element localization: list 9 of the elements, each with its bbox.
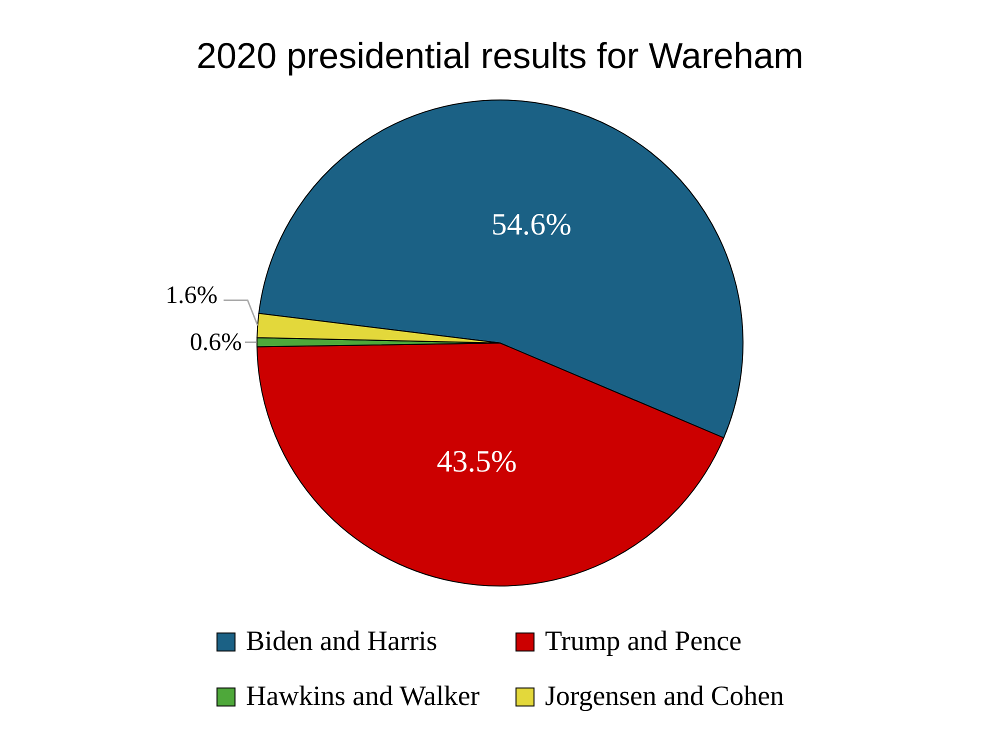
data-label: 0.6%	[190, 329, 242, 356]
legend-label: Biden and Harris	[246, 626, 438, 657]
data-label: 1.6%	[166, 282, 218, 310]
chart-title: 2020 presidential results for Wareham	[196, 35, 804, 76]
data-label: 54.6%	[491, 206, 572, 242]
legend-label: Jorgensen and Cohen	[545, 681, 784, 712]
legend-label: Trump and Pence	[545, 626, 742, 657]
data-label: 43.5%	[436, 443, 517, 478]
legend-label: Hawkins and Walker	[246, 681, 480, 712]
